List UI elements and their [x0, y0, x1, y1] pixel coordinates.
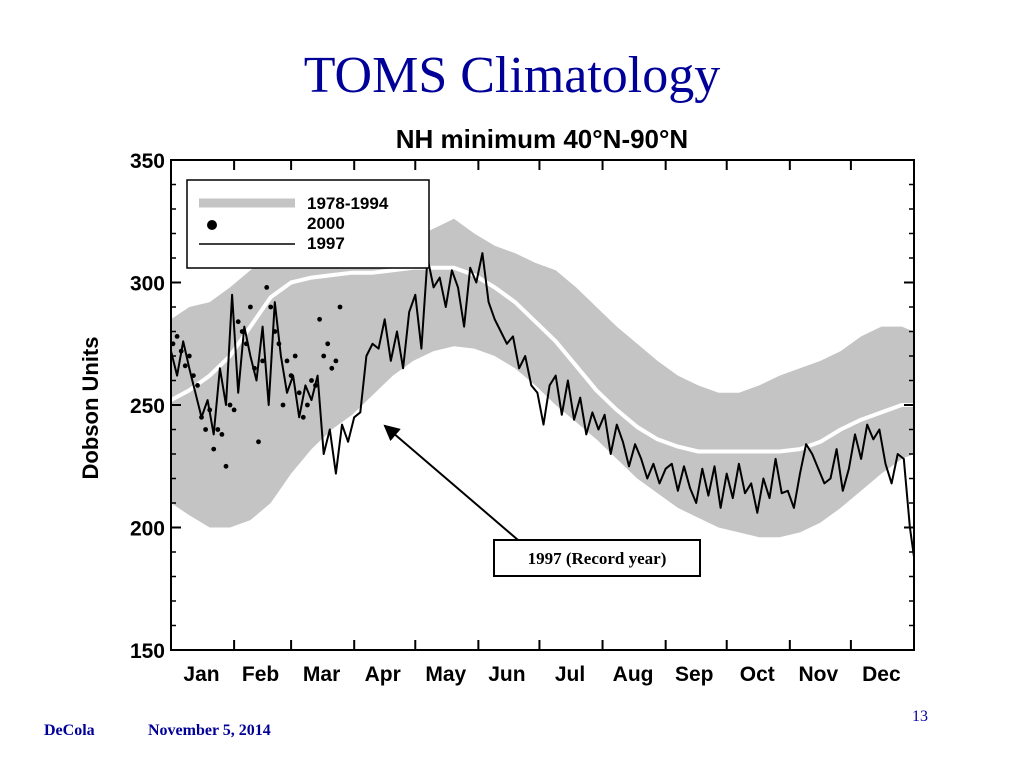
x-tick-label: Jan — [183, 663, 219, 686]
point-2000 — [235, 319, 241, 325]
point-2000 — [305, 402, 310, 408]
x-tick-label: Jul — [555, 663, 585, 686]
point-2000 — [292, 353, 298, 359]
annotation-box — [493, 539, 701, 577]
point-2000 — [182, 363, 188, 369]
y-axis-ticks: 150 200 250 300 350 — [130, 150, 914, 663]
point-2000 — [195, 383, 200, 388]
point-2000 — [231, 407, 237, 413]
legend: 1978-1994 2000 1997 — [186, 179, 430, 269]
legend-label-line: 1997 — [307, 234, 345, 253]
y-axis-label: Dobson Units — [78, 337, 103, 480]
legend-box — [186, 179, 430, 269]
point-2000 — [325, 341, 331, 347]
point-2000 — [248, 304, 253, 310]
point-2000 — [333, 358, 339, 364]
point-2000 — [256, 439, 261, 445]
chart-title: NH minimum 40°N-90°N — [396, 124, 688, 154]
point-2000 — [317, 316, 322, 322]
point-2000 — [211, 446, 217, 452]
median-layer — [170, 265, 914, 454]
y-tick-label: 250 — [130, 395, 165, 418]
point-2000 — [280, 402, 286, 408]
point-2000 — [227, 402, 233, 408]
slide-title: TOMS Climatology — [303, 47, 721, 104]
band-layer — [171, 204, 914, 538]
y-tick-label: 300 — [130, 273, 165, 296]
y-tick-label: 150 — [130, 640, 165, 663]
legend-label-dots: 2000 — [307, 214, 345, 233]
x-tick-label: Apr — [365, 663, 401, 686]
point-2000 — [284, 358, 290, 364]
x-tick-label: Dec — [862, 663, 901, 686]
annotation-text: 1997 (Record year) — [528, 549, 667, 568]
point-2000 — [223, 463, 229, 469]
point-2000 — [300, 414, 306, 420]
point-2000 — [337, 304, 343, 310]
x-tick-label: Sep — [675, 663, 714, 686]
x-tick-label: Mar — [303, 663, 340, 686]
x-axis-ticks: Jan Feb Mar Apr May Jun Jul Aug Sep Oct Nov Dec — [183, 160, 901, 686]
point-2000 — [260, 358, 265, 364]
footer-author: DeCola — [44, 722, 95, 739]
point-2000 — [186, 353, 192, 359]
annotation-arrow — [383, 424, 519, 541]
point-2000 — [215, 427, 221, 432]
x-tick-label: Feb — [242, 663, 279, 686]
line-layer — [170, 252, 915, 558]
climatology-band — [171, 204, 914, 538]
point-2000 — [264, 285, 270, 290]
point-2000 — [174, 334, 180, 339]
x-tick-label: Aug — [613, 663, 654, 686]
x-tick-label: May — [425, 663, 466, 686]
point-2000 — [203, 427, 209, 432]
x-tick-label: Nov — [798, 663, 838, 686]
point-2000 — [219, 432, 225, 437]
point-2000 — [329, 365, 335, 371]
point-2000 — [296, 390, 302, 396]
page-number: 13 — [912, 708, 928, 725]
point-2000 — [309, 378, 314, 383]
y-tick-label: 350 — [130, 150, 165, 173]
x-tick-label: Jun — [488, 663, 525, 686]
x-tick-label: Oct — [740, 663, 775, 686]
point-2000 — [321, 353, 327, 359]
climatology-median-line — [170, 265, 914, 454]
point-2000 — [268, 304, 274, 310]
legend-dot-swatch — [207, 220, 217, 230]
annotation: 1997 (Record year) — [383, 424, 701, 577]
series-1997-line — [170, 252, 915, 558]
legend-label-band: 1978-1994 — [307, 194, 389, 213]
footer-date: November 5, 2014 — [148, 722, 271, 739]
y-tick-label: 200 — [130, 518, 165, 541]
